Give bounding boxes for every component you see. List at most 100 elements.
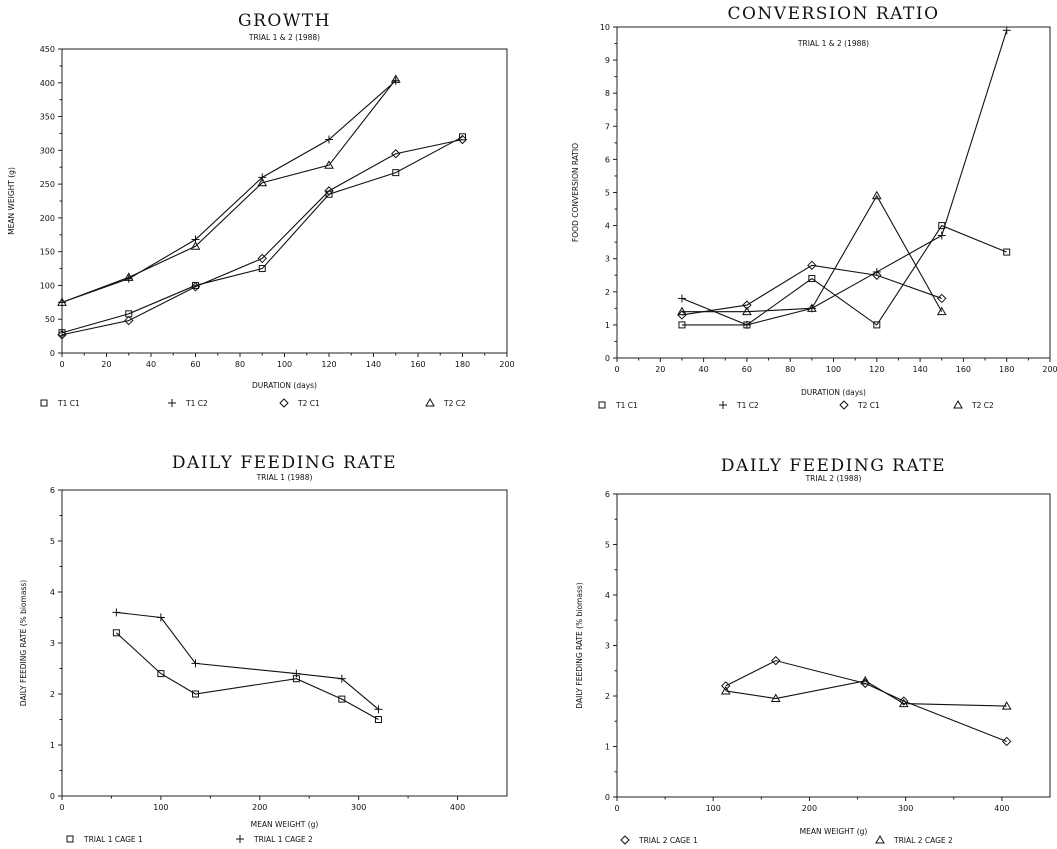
data-point [770, 693, 781, 703]
x-axis-label: DURATION (days) [252, 381, 317, 390]
y-tick-label: 0 [605, 793, 610, 802]
y-tick-label: 2 [605, 692, 610, 701]
legend-marker [839, 400, 849, 410]
y-tick-label: 3 [50, 639, 55, 648]
data-point [742, 320, 751, 329]
data-point [57, 297, 67, 306]
data-point [58, 329, 66, 337]
x-tick-label: 200 [499, 360, 514, 369]
chart-subtitle: TRIAL 1 & 2 (1988) [248, 33, 320, 42]
series-line [61, 79, 397, 303]
data-point [871, 190, 882, 200]
x-tick-label: 200 [252, 803, 267, 812]
data-point [720, 685, 731, 695]
x-tick-label: 160 [410, 360, 425, 369]
y-tick-label: 1 [605, 321, 610, 330]
data-point [721, 681, 731, 691]
y-tick-label: 1 [605, 743, 610, 752]
series-line [61, 80, 397, 303]
x-tick-label: 20 [655, 365, 665, 374]
legend: T1 C1 T1 C2 T2 C1 T2 C2 [598, 399, 994, 410]
plot-frame [616, 493, 1051, 798]
data-point [742, 300, 752, 310]
x-tick-label: 300 [351, 803, 366, 812]
series-1 [58, 133, 466, 337]
legend-label: TRIAL 1 CAGE 1 [83, 835, 143, 844]
y-tick-label: 3 [605, 255, 610, 264]
data-point [257, 253, 267, 264]
legend-item: TRIAL 1 CAGE 2 [236, 835, 313, 844]
legend-label: T2 C1 [857, 401, 880, 410]
x-tick-label: 100 [706, 804, 721, 813]
y-tick-label: 300 [40, 146, 55, 155]
legend-marker [425, 397, 435, 407]
y-tick-label: 450 [40, 45, 55, 54]
x-tick-label: 140 [366, 360, 381, 369]
y-tick-label: 5 [605, 189, 610, 198]
chart-title: CONVERSION RATIO [727, 4, 939, 24]
series-3 [57, 134, 468, 340]
legend-marker [40, 399, 48, 407]
data-point [190, 241, 201, 250]
data-point [258, 173, 267, 182]
legend-item: TRIAL 1 CAGE 1 [66, 835, 143, 844]
data-point [325, 135, 333, 144]
legend-marker [719, 401, 727, 409]
data-point [808, 275, 816, 283]
legend-item: TRIAL 2 CAGE 1 [620, 835, 698, 845]
y-tick-label: 400 [40, 79, 55, 88]
legend-label: T1 C2 [185, 399, 208, 408]
x-tick-label: 0 [59, 803, 64, 812]
legend: T1 C1 T1 C2 T2 C1 T2 C2 [40, 397, 466, 408]
y-tick-label: 4 [605, 591, 610, 600]
data-point [677, 310, 687, 320]
x-axis-label: MEAN WEIGHT (g) [800, 827, 868, 836]
data-point [324, 160, 334, 169]
y-axis-label: FOOD CONVERSION RATIO [571, 143, 580, 242]
series-1 [112, 629, 382, 723]
y-tick-label: 0 [605, 354, 610, 363]
data-point [257, 177, 268, 187]
x-tick-label: 180 [999, 365, 1014, 374]
y-tick-label: 4 [605, 222, 610, 231]
y-tick-label: 3 [605, 642, 610, 651]
data-point [873, 321, 881, 329]
data-point [57, 330, 67, 340]
data-point [337, 674, 346, 683]
x-axis-label: DURATION (days) [801, 388, 866, 397]
data-point [157, 670, 165, 678]
y-tick-label: 10 [600, 23, 610, 32]
y-tick-label: 150 [40, 248, 55, 257]
data-point [860, 675, 871, 685]
series-4 [677, 190, 947, 316]
legend-item: T2 C2 [953, 399, 994, 410]
series-line [116, 611, 379, 710]
y-tick-label: 250 [40, 180, 55, 189]
series-2 [677, 26, 1011, 329]
data-point [742, 306, 752, 316]
legend-marker [279, 398, 289, 408]
chart-title: GROWTH [238, 11, 331, 31]
data-point [457, 134, 468, 145]
x-tick-label: 60 [742, 365, 752, 374]
series-2 [112, 608, 383, 714]
legend-label: TRIAL 2 CAGE 2 [893, 836, 953, 845]
data-point [156, 613, 165, 622]
chart-subtitle: TRIAL 2 (1988) [805, 474, 862, 483]
legend-marker [620, 835, 630, 845]
y-tick-label: 2 [605, 288, 610, 297]
legend-label: T2 C1 [297, 399, 320, 408]
data-point [123, 272, 134, 281]
legend-label: T1 C1 [615, 401, 638, 410]
x-tick-label: 80 [235, 360, 245, 369]
legend-marker [168, 399, 176, 407]
series-line [61, 138, 463, 336]
data-point [258, 265, 266, 273]
data-point [872, 270, 882, 280]
data-point [806, 303, 817, 312]
y-tick-label: 0 [50, 792, 55, 801]
